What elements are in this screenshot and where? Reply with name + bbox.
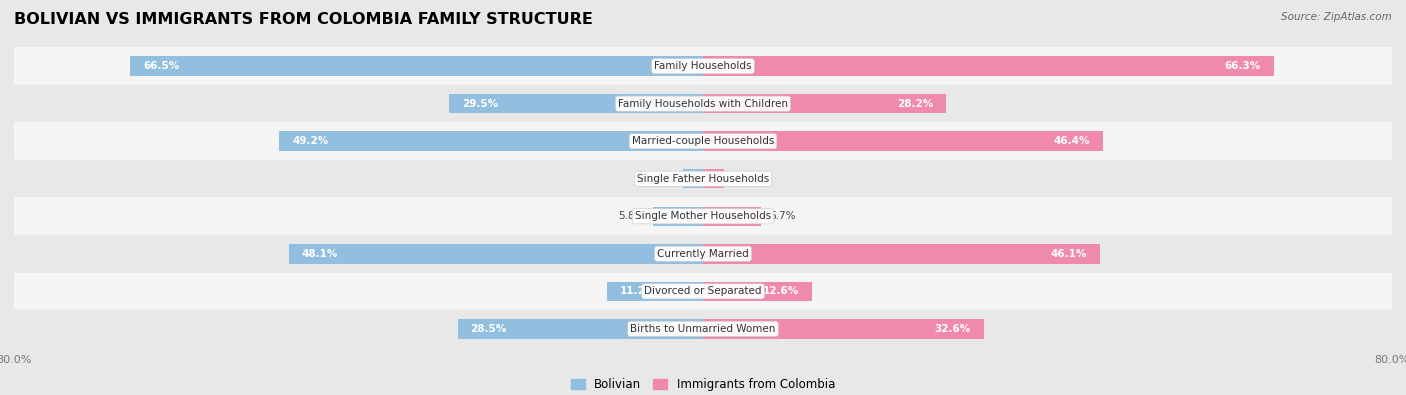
Text: Births to Unmarried Women: Births to Unmarried Women: [630, 324, 776, 334]
Text: Family Households: Family Households: [654, 61, 752, 71]
Text: 28.2%: 28.2%: [897, 99, 934, 109]
Text: 48.1%: 48.1%: [302, 249, 337, 259]
Text: Single Mother Households: Single Mother Households: [636, 211, 770, 221]
Bar: [14, 85, 1392, 122]
Bar: [14, 122, 1392, 160]
Text: 2.3%: 2.3%: [648, 174, 675, 184]
Text: 29.5%: 29.5%: [461, 99, 498, 109]
Bar: [703, 244, 1099, 263]
Text: Currently Married: Currently Married: [657, 249, 749, 259]
Bar: [703, 207, 761, 226]
Bar: [14, 310, 1392, 348]
Bar: [683, 169, 703, 188]
Bar: [14, 47, 1392, 85]
Text: 6.7%: 6.7%: [769, 211, 796, 221]
Text: Source: ZipAtlas.com: Source: ZipAtlas.com: [1281, 12, 1392, 22]
Bar: [280, 132, 703, 151]
Text: 49.2%: 49.2%: [292, 136, 329, 146]
Legend: Bolivian, Immigrants from Colombia: Bolivian, Immigrants from Colombia: [567, 373, 839, 395]
Text: 46.1%: 46.1%: [1050, 249, 1087, 259]
Bar: [131, 56, 703, 76]
Bar: [14, 198, 1392, 235]
Bar: [14, 160, 1392, 198]
Bar: [703, 132, 1102, 151]
Text: Single Father Households: Single Father Households: [637, 174, 769, 184]
Text: 32.6%: 32.6%: [935, 324, 970, 334]
Text: 5.8%: 5.8%: [619, 211, 644, 221]
Bar: [449, 94, 703, 113]
Bar: [703, 169, 724, 188]
Bar: [703, 56, 1274, 76]
Text: 66.5%: 66.5%: [143, 61, 180, 71]
Text: 46.4%: 46.4%: [1053, 136, 1090, 146]
Text: 28.5%: 28.5%: [471, 324, 506, 334]
Text: Family Households with Children: Family Households with Children: [619, 99, 787, 109]
Bar: [652, 207, 703, 226]
Text: 12.6%: 12.6%: [762, 286, 799, 296]
Bar: [703, 282, 811, 301]
Text: Married-couple Households: Married-couple Households: [631, 136, 775, 146]
Text: 11.2%: 11.2%: [620, 286, 655, 296]
Text: Divorced or Separated: Divorced or Separated: [644, 286, 762, 296]
Text: BOLIVIAN VS IMMIGRANTS FROM COLOMBIA FAMILY STRUCTURE: BOLIVIAN VS IMMIGRANTS FROM COLOMBIA FAM…: [14, 12, 593, 27]
Bar: [703, 94, 946, 113]
Text: 66.3%: 66.3%: [1225, 61, 1261, 71]
Bar: [606, 282, 703, 301]
Bar: [14, 273, 1392, 310]
Text: 2.4%: 2.4%: [733, 174, 759, 184]
Bar: [703, 319, 984, 339]
Bar: [14, 235, 1392, 273]
Bar: [457, 319, 703, 339]
Bar: [288, 244, 703, 263]
